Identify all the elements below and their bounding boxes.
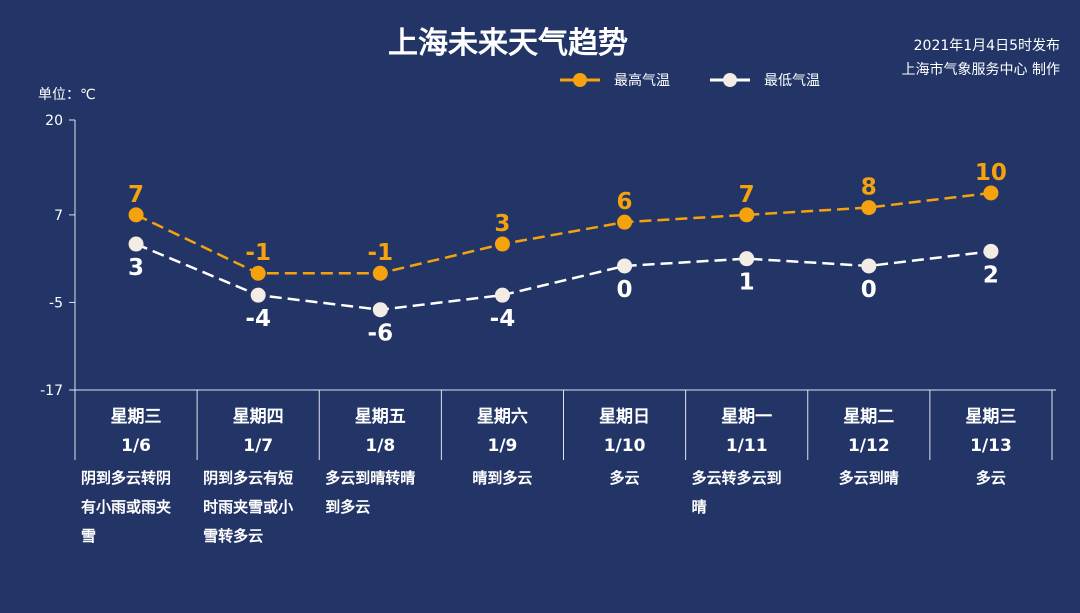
weekday-label: 星期五 <box>355 407 406 427</box>
weekday-label: 星期一 <box>721 407 772 427</box>
weather-desc: 阴到多云有短时雨夹雪或小雪转多云 <box>203 469 293 545</box>
high-temp-point <box>739 207 755 223</box>
high-temp-value-label: 8 <box>861 175 877 201</box>
high-temp-value-label: 10 <box>975 160 1007 186</box>
low-temp-value-label: -6 <box>368 321 394 347</box>
publisher: 上海市气象服务中心 制作 <box>902 61 1060 78</box>
low-temp-value-label: -4 <box>490 306 516 332</box>
y-axis: 20 7 -5 -17 <box>40 113 76 460</box>
date-label: 1/12 <box>848 436 890 456</box>
high-temp-point <box>250 265 266 281</box>
weather-desc: 多云 <box>610 469 640 487</box>
low-temp-point <box>739 251 755 267</box>
low-temp-value-label: 3 <box>128 255 144 281</box>
high-temp-point <box>128 207 144 223</box>
y-tick-label: 7 <box>54 208 63 224</box>
low-temp-point <box>128 236 144 252</box>
high-temp-point <box>372 265 388 281</box>
weekday-label: 星期日 <box>599 407 650 427</box>
legend-high-label: 最高气温 <box>614 72 670 89</box>
weekday-label: 星期四 <box>233 407 284 427</box>
low-temp-point <box>861 258 877 274</box>
low-temp-point <box>617 258 633 274</box>
low-temp-value-label: -4 <box>245 306 271 332</box>
legend-high: 最高气温 <box>560 72 670 89</box>
y-tick-label: -5 <box>49 295 63 311</box>
low-temp-value-label: 0 <box>861 277 877 303</box>
date-label: 1/8 <box>365 436 395 456</box>
date-label: 1/9 <box>488 436 518 456</box>
legend-low: 最低气温 <box>710 73 820 89</box>
series-high: 7 -1 -1 3 6 7 8 10 <box>128 160 1007 281</box>
high-temp-value-label: 7 <box>128 182 144 208</box>
issue-time: 2021年1月4日5时发布 <box>914 38 1060 54</box>
high-temp-point <box>494 236 510 252</box>
high-temp-value-label: 6 <box>617 189 633 215</box>
weather-desc: 阴到多云转阴有小雨或雨夹雪 <box>81 469 171 545</box>
chart-title: 上海未来天气趋势 <box>388 26 628 61</box>
date-label: 1/11 <box>726 436 768 456</box>
date-label: 1/10 <box>604 436 646 456</box>
weekday-label: 星期三 <box>111 407 162 427</box>
low-temp-point <box>250 287 266 303</box>
low-temp-point <box>372 302 388 318</box>
unit-label: 单位：℃ <box>38 87 96 103</box>
weather-desc: 晴到多云 <box>472 469 532 487</box>
legend-low-label: 最低气温 <box>764 73 820 89</box>
high-temp-point <box>617 214 633 230</box>
series-low: 3 -4 -6 -4 0 1 0 2 <box>128 236 999 347</box>
low-temp-point <box>983 243 999 259</box>
high-temp-value-label: 7 <box>739 182 755 208</box>
high-temp-value-label: -1 <box>368 240 394 266</box>
x-axis: 星期三 1/6 阴到多云转阴有小雨或雨夹雪 星期四 1/7 阴到多云有短时雨夹雪或小雪转多… <box>75 389 1056 545</box>
low-temp-value-label: 1 <box>739 270 755 296</box>
y-tick-label: 20 <box>45 113 63 129</box>
date-label: 1/13 <box>970 436 1012 456</box>
weather-desc: 多云 <box>976 469 1006 487</box>
low-temp-value-label: 2 <box>983 262 999 288</box>
date-label: 1/6 <box>121 436 151 456</box>
high-temp-point <box>983 185 999 201</box>
high-temp-value-label: -1 <box>245 240 271 266</box>
weather-desc: 多云到晴转晴到多云 <box>325 469 415 516</box>
weekday-label: 星期三 <box>965 407 1016 427</box>
high-temp-line <box>135 191 992 275</box>
low-temp-value-label: 0 <box>617 277 633 303</box>
high-temp-point <box>861 200 877 216</box>
weekday-label: 星期二 <box>843 407 894 427</box>
weather-desc: 多云到晴 <box>839 469 899 487</box>
y-tick-label: -17 <box>40 383 63 399</box>
legend-high-marker <box>573 73 587 87</box>
low-temp-point <box>494 287 510 303</box>
high-temp-value-label: 3 <box>494 211 510 237</box>
weekday-label: 星期六 <box>477 406 528 427</box>
date-label: 1/7 <box>243 436 273 456</box>
legend: 最高气温 最低气温 <box>560 72 820 89</box>
low-temp-line <box>135 242 992 311</box>
legend-low-marker <box>723 73 737 87</box>
weather-desc: 多云转多云到晴 <box>692 469 782 516</box>
